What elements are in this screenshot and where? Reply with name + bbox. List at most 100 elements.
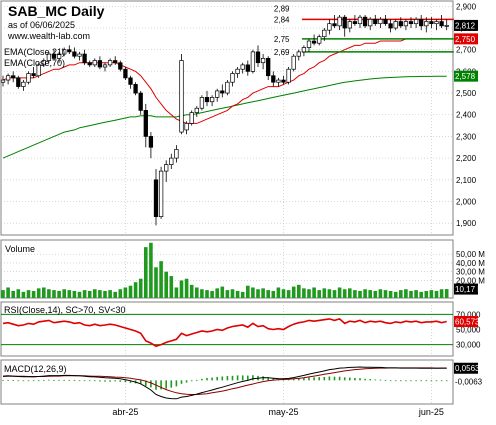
rsi-last-tag-bg bbox=[454, 315, 478, 327]
level-label: 2,75 bbox=[274, 35, 290, 44]
macd-histogram-bar bbox=[201, 378, 203, 381]
candle bbox=[77, 51, 82, 61]
volume-bar bbox=[230, 289, 235, 298]
macd-histogram-bar bbox=[124, 380, 127, 383]
macd-last-tag-bg bbox=[454, 362, 478, 374]
candle-body-up bbox=[169, 157, 174, 165]
macd-histogram-bar bbox=[343, 377, 346, 381]
candle bbox=[362, 15, 368, 29]
x-tick-label: jun-25 bbox=[418, 407, 444, 417]
candle bbox=[158, 166, 164, 219]
candle-body-down bbox=[245, 64, 250, 72]
candle-body-down bbox=[72, 51, 77, 57]
volume-bar bbox=[42, 287, 46, 298]
candle-body-up bbox=[21, 81, 26, 87]
candle-body-down bbox=[220, 90, 225, 94]
website-label: www.wealth-lab.com bbox=[7, 31, 90, 41]
macd-histogram-bar bbox=[354, 377, 356, 381]
price-tag-bg bbox=[454, 19, 478, 31]
candle bbox=[62, 47, 67, 57]
candle bbox=[169, 153, 174, 169]
candle bbox=[128, 75, 133, 89]
volume-last-tag-bg bbox=[454, 283, 478, 295]
macd-histogram-bar bbox=[318, 377, 320, 381]
candle bbox=[266, 56, 271, 81]
volume-bar bbox=[87, 290, 92, 298]
candle-body-up bbox=[347, 21, 352, 29]
macd-histogram-bar bbox=[369, 379, 371, 381]
candle bbox=[67, 45, 72, 55]
macd-histogram-bar bbox=[58, 379, 60, 381]
macd-histogram-bar bbox=[165, 380, 167, 389]
candle bbox=[235, 67, 240, 78]
candle-body-down bbox=[118, 62, 123, 70]
macd-histogram-bar bbox=[88, 380, 91, 382]
candle-body-up bbox=[286, 68, 291, 83]
candle-body-up bbox=[250, 51, 256, 72]
candle-body-down bbox=[408, 21, 414, 25]
volume-bar bbox=[419, 291, 423, 298]
candle bbox=[230, 71, 235, 87]
candle bbox=[327, 19, 332, 35]
price-y-tick-label: 2,200 bbox=[456, 154, 477, 163]
macd-histogram-bar bbox=[303, 377, 305, 381]
candle bbox=[0, 75, 6, 87]
volume-bar bbox=[388, 290, 393, 298]
rsi-title: RSI(Close,14), SC>70, SV<30 bbox=[4, 305, 126, 315]
rsi-y-tick-label: 70,000 bbox=[456, 310, 481, 319]
macd-histogram-bar bbox=[2, 379, 4, 381]
volume-bar bbox=[378, 289, 383, 298]
volume-bar bbox=[133, 282, 138, 298]
candle-body-up bbox=[184, 123, 189, 131]
volume-bar bbox=[21, 291, 26, 298]
candle-body-up bbox=[296, 51, 301, 57]
macd-histogram-bar bbox=[349, 377, 351, 381]
macd-histogram-bar bbox=[150, 380, 152, 388]
macd-histogram-bar bbox=[104, 380, 106, 382]
candle bbox=[209, 95, 215, 107]
legend-ema70: EMA(Close,70) bbox=[4, 58, 65, 68]
macd-histogram-bar bbox=[389, 380, 392, 382]
level-label: 2,84 bbox=[274, 15, 290, 24]
candle-body-down bbox=[16, 77, 21, 87]
macd-histogram-bar bbox=[272, 378, 275, 381]
volume-bar bbox=[261, 288, 265, 298]
volume-bar bbox=[235, 290, 240, 298]
candle-body-down bbox=[439, 21, 444, 27]
candle-body-down bbox=[373, 18, 378, 25]
candle-body-down bbox=[332, 23, 337, 27]
volume-bar bbox=[159, 261, 163, 298]
candle-body-up bbox=[0, 79, 6, 83]
volume-bar bbox=[429, 290, 434, 298]
price-y-tick-label: 2,700 bbox=[456, 46, 477, 55]
candle bbox=[189, 110, 194, 126]
volume-bar bbox=[424, 290, 429, 298]
candle bbox=[143, 103, 148, 148]
macd-histogram-bar bbox=[410, 380, 412, 382]
candle-body-down bbox=[128, 77, 133, 85]
volume-layer bbox=[1, 242, 449, 298]
candle bbox=[322, 28, 327, 42]
candle-body-down bbox=[419, 18, 424, 27]
candle bbox=[296, 49, 301, 61]
candle-body-down bbox=[271, 75, 276, 83]
price-y-tick-label: 2,900 bbox=[456, 2, 477, 11]
price-y-tick-label: 2,000 bbox=[456, 197, 477, 206]
macd-histogram-bar bbox=[175, 380, 178, 387]
candle bbox=[291, 54, 296, 72]
candle bbox=[276, 77, 281, 87]
volume-bar bbox=[82, 290, 87, 298]
volume-bar bbox=[251, 287, 255, 298]
candle-body-up bbox=[306, 40, 312, 48]
candle bbox=[41, 58, 46, 68]
volume-bar bbox=[169, 276, 174, 298]
candle bbox=[342, 15, 347, 37]
candle bbox=[424, 17, 429, 33]
candle-body-down bbox=[281, 79, 286, 83]
candle bbox=[245, 60, 250, 76]
candle-body-down bbox=[82, 53, 87, 64]
macd-histogram-bar bbox=[78, 380, 81, 382]
macd-histogram-bar bbox=[170, 380, 173, 388]
volume-bar bbox=[337, 287, 342, 298]
candle bbox=[357, 15, 363, 29]
